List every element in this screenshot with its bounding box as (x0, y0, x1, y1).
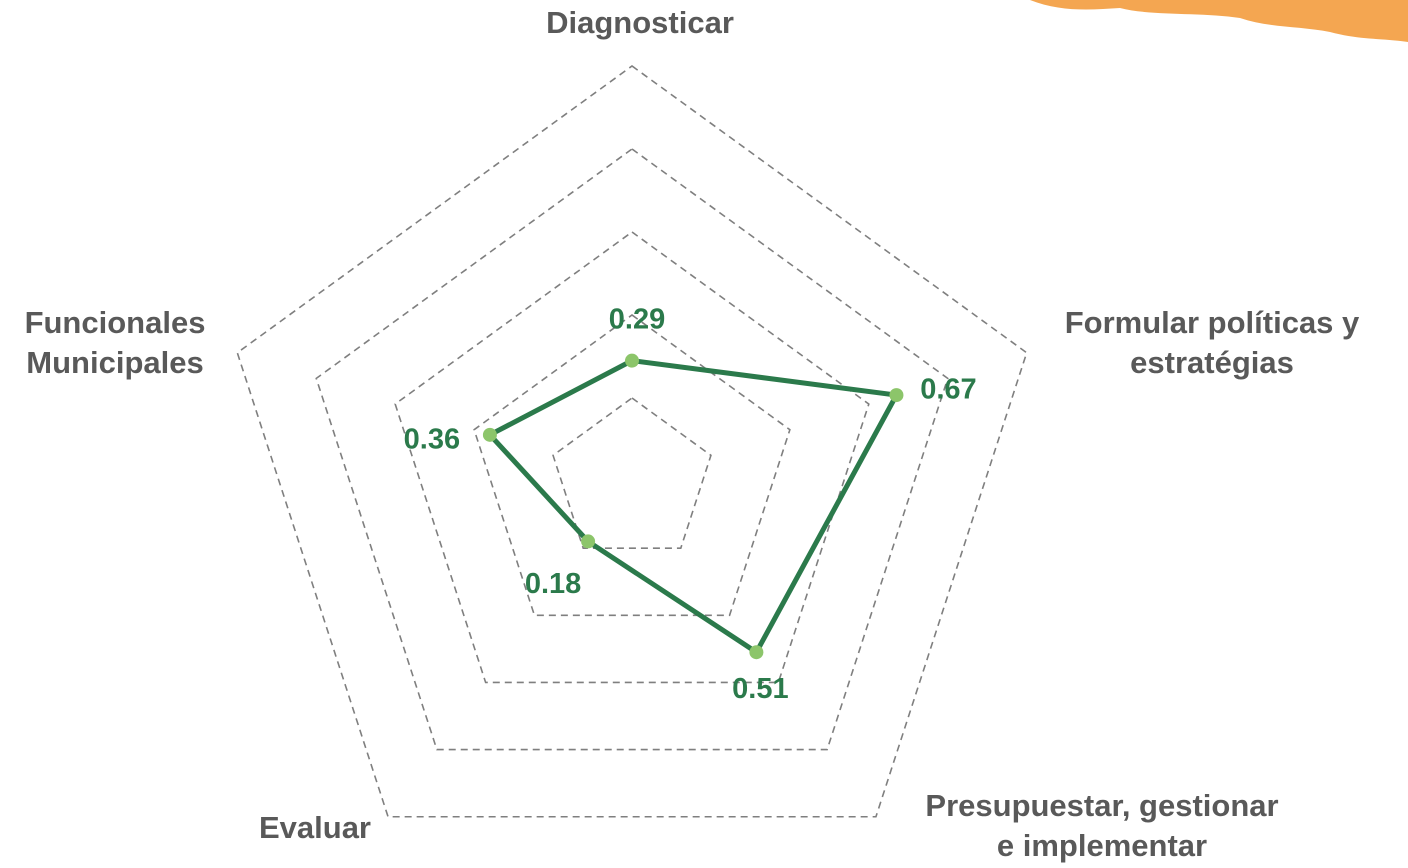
axis-label-line: estratégias (1130, 345, 1294, 380)
axis-label: Diagnosticar (546, 5, 734, 40)
axis-label: Formular políticas y estratégias (1065, 305, 1360, 380)
grid-ring (237, 66, 1026, 817)
axis-label-line: Municipales (26, 345, 203, 380)
axis-label-line: Funcionales (25, 305, 206, 340)
data-point (581, 534, 595, 548)
grid-ring (395, 232, 869, 682)
series-line (490, 361, 897, 653)
data-label: 0.36 (404, 423, 460, 455)
axis-label: Evaluar (259, 810, 371, 845)
axis-label-line: Formular políticas y (1065, 305, 1360, 340)
data-point (483, 428, 497, 442)
data-point (625, 354, 639, 368)
data-point (889, 388, 903, 402)
axis-label-line: e implementar (997, 828, 1207, 863)
data-label: 0.67 (920, 374, 976, 406)
data-label: 0.51 (732, 673, 788, 705)
axis-label-line: Presupuestar, gestionar (925, 788, 1278, 823)
axis-label: Presupuestar, gestionar e implementar (925, 788, 1278, 863)
chart: Diagnosticar Formular políticas y estratég… (0, 0, 1408, 868)
data-label: 0.29 (609, 303, 665, 335)
decoration (1030, 0, 1408, 42)
axis-label: Funcionales Municipales (25, 305, 206, 380)
data-point (749, 645, 763, 659)
data-label: 0.18 (525, 568, 581, 600)
